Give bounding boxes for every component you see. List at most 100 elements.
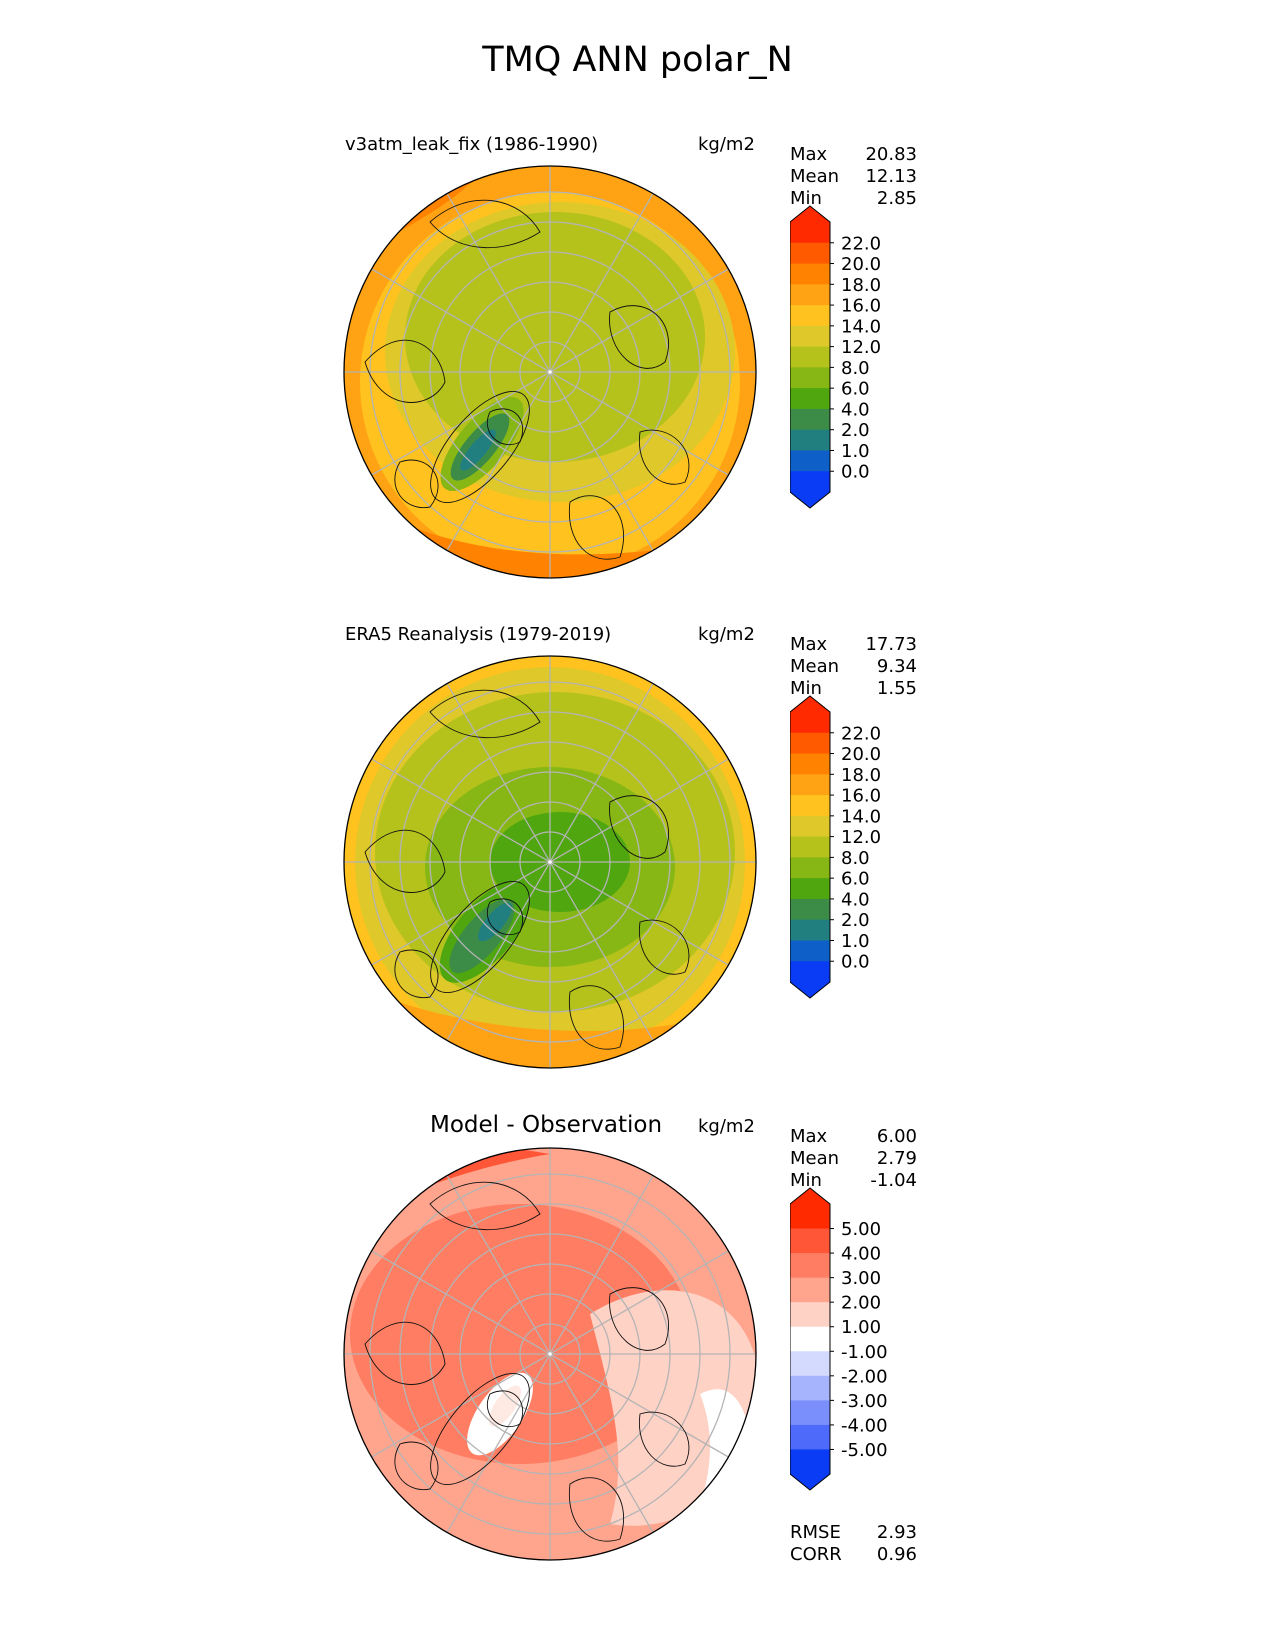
field-fill: [405, 212, 705, 462]
colorbar-segment: [790, 1204, 830, 1230]
colorbar-extend-max: [790, 1188, 830, 1204]
colorbar-tick-label: -3.00: [841, 1391, 888, 1412]
units-label: kg/m2: [698, 624, 755, 645]
metrics-row-corr: CORR 0.96: [790, 1544, 917, 1566]
coastline: [568, 985, 625, 1050]
colorbar-segment: [790, 1351, 830, 1377]
colorbar-segment: [790, 1400, 830, 1426]
colorbar-extend-max: [790, 696, 830, 712]
colorbar-tick-label: 1.0: [841, 931, 870, 952]
stats-row-min: Min -1.04: [790, 1170, 917, 1192]
colorbar-frame: [790, 695, 831, 999]
colorbar-frame: [790, 205, 831, 509]
coastline: [429, 689, 541, 739]
stats-value: 17.73: [865, 634, 917, 655]
colorbar-segment: [790, 408, 830, 431]
colorbar-segment: [790, 940, 830, 962]
colorbar-segment: [790, 1253, 830, 1279]
colorbar-tick-label: 3.00: [841, 1268, 881, 1289]
colorbar-tick-label: 14.0: [841, 316, 881, 337]
stats-value: 1.55: [876, 678, 917, 699]
greenland-low: [478, 902, 512, 942]
coastline: [394, 949, 439, 999]
metrics-label: CORR: [790, 1544, 842, 1565]
colorbar-tick-label: 2.0: [841, 910, 870, 931]
colorbar-segment: [790, 1375, 830, 1401]
colorbar-tick-label: 8.0: [841, 848, 870, 869]
colorbar-tick-label: 0.0: [841, 952, 870, 973]
colorbar: 5.00 4.00 3.00 2.00 1.00 -1.00 -2.00 -3.00 -4.00…: [790, 1187, 888, 1491]
stats-block: Max 20.83 Mean 12.13 Min 2.85: [790, 144, 917, 210]
colorbar-segment: [790, 471, 830, 493]
units-label: kg/m2: [698, 134, 755, 155]
colorbar-segment: [790, 795, 830, 817]
colorbar-segment: [790, 1302, 830, 1328]
stats-value: 2.79: [876, 1148, 917, 1169]
stats-row-min: Min 1.55: [790, 678, 917, 700]
greenland-low: [488, 1385, 522, 1427]
metrics-block: RMSE 2.93 CORR 0.96: [790, 1522, 917, 1566]
stats-row-mean: Mean 9.34: [790, 656, 917, 678]
metrics-row-rmse: RMSE 2.93: [790, 1522, 917, 1544]
stats-block: Max 17.73 Mean 9.34 Min 1.55: [790, 634, 917, 700]
colorbar-tick-label: 0.0: [841, 462, 870, 483]
stats-label: Min: [790, 188, 822, 209]
coastline: [609, 795, 670, 859]
panel-title: ERA5 Reanalysis (1979-2019): [345, 624, 612, 645]
stats-value: 9.34: [876, 656, 917, 677]
stats-row-max: Max 20.83: [790, 144, 917, 166]
colorbar-segment: [790, 388, 830, 410]
graticule: [344, 656, 756, 1068]
coastline-greenland: [430, 881, 530, 993]
stats-value: -1.04: [870, 1170, 917, 1191]
metrics-value: 0.96: [876, 1544, 917, 1565]
colorbar-tick-label: 4.00: [841, 1244, 881, 1265]
colorbar-segment: [790, 429, 830, 452]
stats-row-max: Max 6.00: [790, 1126, 917, 1148]
stats-label: Max: [790, 144, 828, 165]
colorbar-extend-min: [790, 1474, 830, 1490]
colorbar-segment: [790, 1228, 830, 1254]
colorbar-segment: [790, 732, 830, 755]
colorbar-segment: [790, 753, 830, 775]
colorbar-tick-label: 20.0: [841, 744, 881, 765]
coastline: [429, 199, 541, 249]
coastline: [364, 339, 446, 403]
colorbar-tick-label: 1.00: [841, 1317, 881, 1338]
colorbar-segment: [790, 961, 830, 983]
colorbar-segment: [790, 774, 830, 796]
colorbar-tick-label: 6.0: [841, 379, 870, 400]
stats-row-max: Max 17.73: [790, 634, 917, 656]
panel-title: v3atm_leak_fix (1986-1990): [345, 134, 599, 155]
colorbar-tick-label: 1.0: [841, 441, 870, 462]
colorbar-tick-label: 18.0: [841, 765, 881, 786]
colorbar-segment: [790, 263, 830, 285]
colorbar-tick-label: 18.0: [841, 275, 881, 296]
stats-row-min: Min 2.85: [790, 188, 917, 210]
coastline: [394, 459, 439, 509]
stats-value: 2.85: [876, 188, 917, 209]
map-border: [343, 165, 757, 579]
stats-label: Min: [790, 1170, 822, 1191]
colorbar-segment: [790, 898, 830, 921]
stats-label: Mean: [790, 656, 840, 677]
coastline-greenland: [430, 1373, 530, 1485]
stats-row-mean: Mean 2.79: [790, 1148, 917, 1170]
colorbar-tick-label: 2.0: [841, 420, 870, 441]
field-fill: [350, 1204, 690, 1464]
coastline: [568, 495, 625, 560]
colorbar: 22.020.018.016.014.012.08.06.04.02.01.00…: [790, 695, 881, 999]
coastline: [568, 1477, 625, 1542]
colorbar-tick-label: 22.0: [841, 233, 881, 254]
colorbar-segment: [790, 1424, 830, 1451]
coastline: [609, 305, 670, 369]
coastlines: [364, 689, 690, 1050]
panel-title: Model - Observation: [430, 1112, 663, 1138]
colorbar-segment: [790, 712, 830, 734]
colorbar-tick-label: -2.00: [841, 1366, 888, 1387]
colorbar-tick-label: 4.0: [841, 399, 870, 420]
stats-label: Min: [790, 678, 822, 699]
coastline: [638, 919, 690, 975]
stats-value: 20.83: [865, 144, 917, 165]
